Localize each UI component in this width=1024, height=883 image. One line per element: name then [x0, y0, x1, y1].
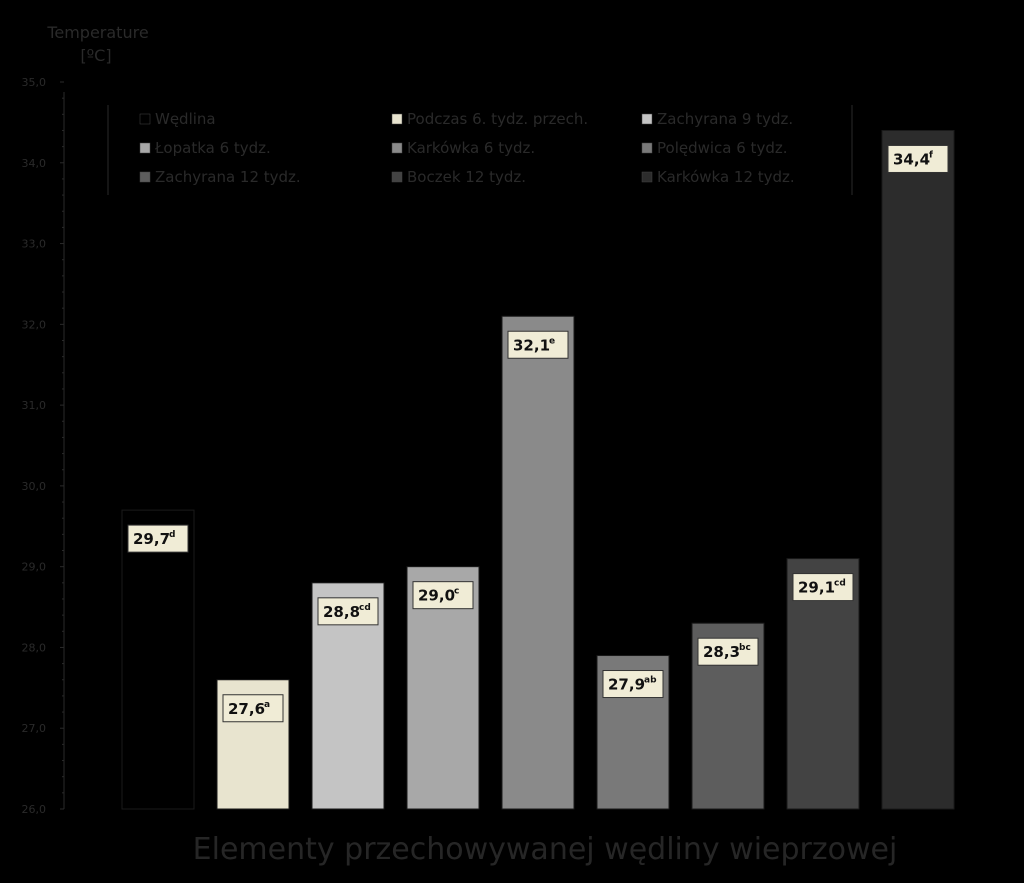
data-label: 28,8 — [323, 603, 360, 621]
legend-entry: Podczas 6. tydz. przech. — [407, 110, 588, 128]
y-tick-label: 32,0 — [22, 318, 47, 331]
legend-entry: Zachyrana 9 tydz. — [657, 110, 793, 128]
legend-swatch — [139, 113, 151, 125]
legend-entry: Boczek 12 tydz. — [407, 168, 526, 186]
data-label-box — [317, 597, 379, 626]
data-label-box — [507, 330, 569, 359]
data-label-box — [697, 637, 759, 666]
y-tick-label: 30,0 — [22, 480, 47, 493]
legend-swatch — [641, 171, 653, 183]
legend-entry: Łopatka 6 tydz. — [154, 139, 271, 157]
legend-swatch — [641, 142, 653, 154]
data-label: 29,7 — [133, 530, 170, 548]
y-tick-label: 34,0 — [22, 157, 47, 170]
data-label-superscript: a — [264, 700, 270, 710]
legend-swatch — [641, 113, 653, 125]
y-tick-label: 29,0 — [22, 561, 47, 574]
data-label-superscript: e — [549, 336, 555, 346]
y-tick-label: 33,0 — [22, 238, 47, 251]
bar — [501, 315, 575, 810]
data-label-superscript: cd — [359, 603, 371, 613]
data-label-box — [602, 670, 664, 699]
data-label: 27,6 — [228, 700, 265, 718]
data-label-box — [222, 694, 284, 723]
legend-entry: Zachyrana 12 tydz. — [155, 168, 301, 186]
y-tick-label: 28,0 — [22, 641, 47, 654]
legend-entry: Karkówka 6 tydz. — [407, 139, 535, 157]
legend-swatch — [391, 142, 403, 154]
legend-swatch — [139, 142, 151, 154]
data-label-superscript: cd — [834, 579, 846, 589]
legend-entry: Wędlina — [155, 110, 216, 128]
y-tick-label: 31,0 — [22, 399, 47, 412]
data-label-superscript: ab — [644, 676, 657, 686]
y-tick-label: 27,0 — [22, 722, 47, 735]
legend-swatch — [139, 171, 151, 183]
data-label-box — [792, 573, 854, 602]
data-label: 28,3 — [703, 643, 740, 661]
legend-entry: Karkówka 12 tydz. — [657, 168, 795, 186]
data-label: 32,1 — [513, 336, 550, 354]
bar — [881, 129, 955, 810]
x-axis-title: Elementy przechowywanej wędliny wieprzow… — [193, 832, 898, 867]
y-tick-label: 35,0 — [22, 76, 47, 89]
data-label-box — [412, 581, 474, 610]
data-label-superscript: c — [454, 587, 459, 597]
data-label-superscript: d — [169, 530, 175, 540]
data-label-superscript: f — [929, 150, 933, 160]
data-label-box — [887, 144, 949, 173]
data-label: 34,4 — [893, 150, 930, 168]
legend-swatch — [391, 113, 403, 125]
data-label-superscript: bc — [739, 643, 751, 653]
legend-swatch — [391, 171, 403, 183]
data-label: 27,9 — [608, 676, 645, 694]
y-tick-label: 26,0 — [22, 803, 47, 816]
data-label-box — [127, 524, 189, 553]
y-axis-title: Temperature — [46, 23, 148, 42]
data-label: 29,1 — [798, 579, 835, 597]
legend-entry: Polędwica 6 tydz. — [657, 139, 787, 157]
data-label: 29,0 — [418, 587, 455, 605]
y-axis-title: [ºC] — [80, 46, 111, 65]
bar — [121, 509, 195, 810]
